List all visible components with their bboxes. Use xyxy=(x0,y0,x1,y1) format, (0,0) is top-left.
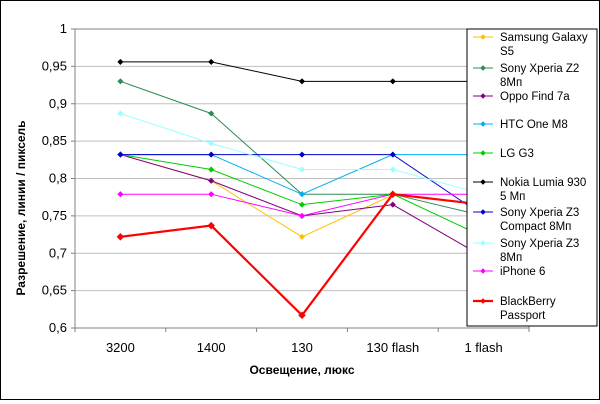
data-point xyxy=(208,151,215,158)
legend: Samsung Galaxy S5 Sony Xperia Z2 8Мп Oppo Fi… xyxy=(466,28,598,327)
data-point xyxy=(388,190,397,199)
series-lines xyxy=(116,58,488,320)
data-point xyxy=(208,58,215,66)
series-9 xyxy=(116,190,488,320)
legend-label: Oppo Find 7a xyxy=(500,91,570,103)
legend-entry: BlackBerry Passport xyxy=(473,296,556,322)
legend-label: Sony Xperia Z3 xyxy=(500,238,579,250)
data-point xyxy=(389,151,396,158)
y-axis-ticks: 0,6 0,65 0,7 0,75 0,8 0,85 0,9 0,95 1 xyxy=(42,21,75,335)
x-tick-label: 130 flash xyxy=(366,340,419,355)
legend-label: 5 Мп xyxy=(500,191,525,203)
data-point xyxy=(208,110,215,117)
data-point xyxy=(208,177,215,184)
legend-swatch-marker xyxy=(480,121,486,127)
legend-swatch-marker xyxy=(480,268,486,274)
legend-label: Samsung Galaxy xyxy=(500,32,588,44)
data-point xyxy=(207,221,216,230)
gridlines xyxy=(75,28,529,329)
data-point xyxy=(298,311,306,320)
data-point xyxy=(208,140,215,147)
data-point xyxy=(117,110,124,117)
legend-entry: Sony Xperia Z2 8Мп xyxy=(473,63,579,89)
legend-label: S5 xyxy=(500,46,514,58)
data-point xyxy=(298,212,306,220)
legend-label: 8Мп xyxy=(500,77,522,89)
legend-swatch-marker xyxy=(480,93,486,99)
legend-label: 8Мп xyxy=(500,252,522,264)
data-point xyxy=(117,58,124,66)
data-point xyxy=(298,191,306,198)
data-point xyxy=(298,151,306,158)
legend-label: Compact 8Мп xyxy=(500,221,571,233)
legend-swatch-marker xyxy=(480,150,486,156)
data-point xyxy=(389,78,396,85)
legend-label: Nokia Lumia 930 xyxy=(500,177,586,189)
legend-label: LG G3 xyxy=(500,148,534,160)
x-tick-label: 1 flash xyxy=(464,340,502,355)
data-point xyxy=(298,201,306,208)
data-point xyxy=(208,166,215,173)
legend-entry: LG G3 xyxy=(473,148,534,160)
series-5 xyxy=(117,58,487,85)
data-point xyxy=(298,166,306,173)
legend-swatch-marker xyxy=(480,179,486,185)
series-3 xyxy=(117,151,487,198)
legend-swatch-marker xyxy=(480,209,486,215)
y-axis-label: Разрешение, линии / пиксель xyxy=(14,120,28,295)
legend-label: Sony Xperia Z3 xyxy=(500,207,579,219)
series-line xyxy=(120,193,484,317)
legend-entry: Samsung Galaxy S5 xyxy=(473,32,588,58)
y-tick-label: 1 xyxy=(60,21,67,36)
x-tick-label: 3200 xyxy=(106,340,135,355)
legend-entry: Sony Xperia Z3 8Мп xyxy=(473,238,579,264)
legend-swatch-marker xyxy=(480,298,486,304)
data-point xyxy=(208,191,215,198)
data-point xyxy=(389,201,396,208)
y-tick-label: 0,65 xyxy=(42,283,67,298)
data-point xyxy=(117,191,124,198)
y-tick-label: 0,7 xyxy=(49,245,67,260)
y-tick-label: 0,8 xyxy=(49,171,67,186)
x-tick-label: 130 xyxy=(291,340,313,355)
legend-swatch-marker xyxy=(480,34,486,40)
data-point xyxy=(117,78,124,85)
y-tick-label: 0,75 xyxy=(42,208,67,223)
data-point xyxy=(389,166,396,173)
legend-box xyxy=(466,28,598,327)
legend-entry: HTC One M8 xyxy=(473,119,568,131)
data-point xyxy=(117,151,124,158)
legend-label: Passport xyxy=(500,310,546,322)
y-tick-label: 0,95 xyxy=(42,58,67,73)
legend-label: Sony Xperia Z2 xyxy=(500,63,579,75)
y-tick-label: 0,6 xyxy=(49,320,67,335)
x-tick-label: 1400 xyxy=(197,340,226,355)
legend-label: BlackBerry xyxy=(500,296,556,308)
series-6 xyxy=(117,151,487,220)
y-tick-label: 0,9 xyxy=(49,96,67,111)
legend-label: iPhone 6 xyxy=(500,266,545,278)
data-point xyxy=(298,78,306,85)
data-point xyxy=(298,233,306,240)
legend-entry: Oppo Find 7a xyxy=(473,91,570,103)
legend-entry: Nokia Lumia 930 5 Мп xyxy=(473,177,586,203)
legend-swatch-marker xyxy=(480,240,486,246)
legend-entry: iPhone 6 xyxy=(473,266,545,278)
legend-entry: Sony Xperia Z3 Compact 8Мп xyxy=(473,207,579,233)
legend-swatch-marker xyxy=(480,65,486,71)
data-point xyxy=(116,232,125,241)
y-tick-label: 0,85 xyxy=(42,133,67,148)
series-line xyxy=(120,154,484,195)
legend-label: HTC One M8 xyxy=(500,119,568,131)
x-axis-ticks: 3200 1400 130 130 flash 1 flash xyxy=(74,328,530,355)
x-axis-label: Освещение, люкс xyxy=(249,363,354,377)
